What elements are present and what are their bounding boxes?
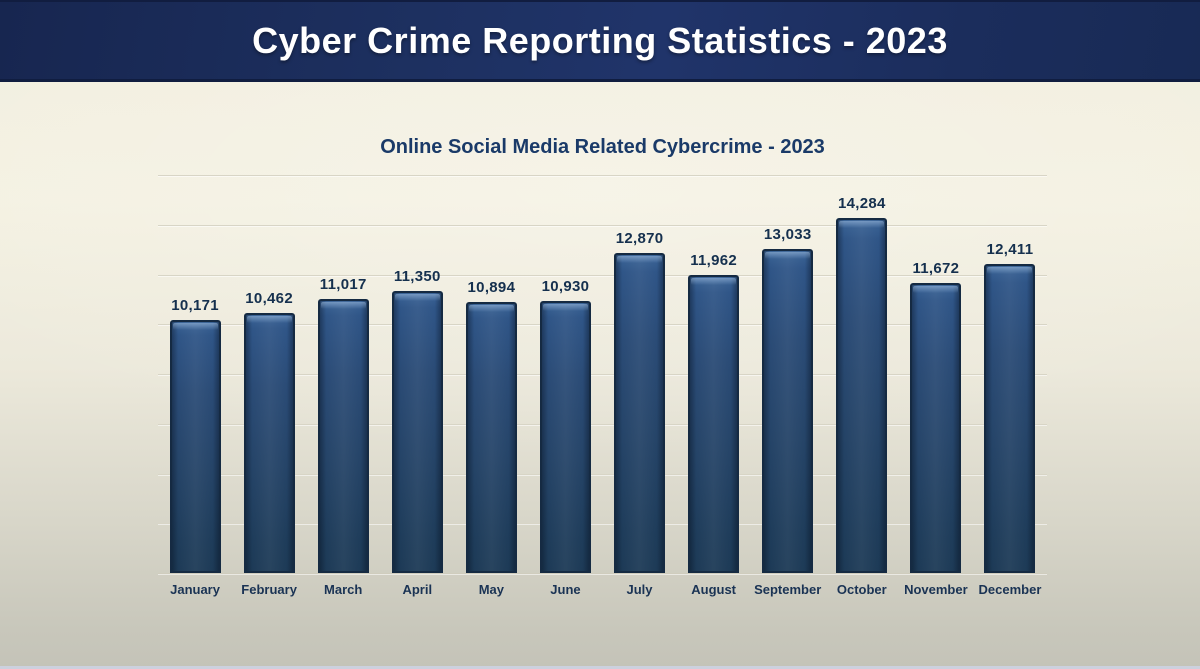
month-label: November [904,582,968,597]
bar-chart-plot: 10,171 January 10,462 February 11,017 March 11… [158,175,1047,597]
month-label: January [170,582,220,597]
bar-value-label: 11,672 [912,260,960,277]
bar-value-label: 10,462 [245,290,293,307]
month-label: December [978,582,1042,597]
bar-value-label: 14,284 [837,195,886,212]
gridline [158,374,1047,375]
gridline [158,423,1047,425]
gridline [158,573,1047,574]
bar-value-label: 11,350 [393,268,441,285]
bar-december [984,264,1036,573]
bar-value-label: 10,894 [467,279,516,296]
bar-february [243,313,295,573]
bar-value-label: 12,870 [615,230,664,247]
bar-august [688,275,740,573]
bar-july [614,253,666,573]
month-label: April [402,582,433,597]
gridline [158,274,1047,276]
bar-march [317,299,369,573]
bar-value-label: 10,930 [541,278,590,295]
month-label: July [626,582,653,597]
bar-september [762,249,814,573]
bar-value-label: 10,171 [171,297,219,314]
month-label: August [691,582,737,597]
month-label: February [241,582,297,597]
bar-october [836,218,888,573]
gridline [158,175,1047,176]
month-label: June [550,582,581,597]
bar-november [910,283,962,573]
page-header: Cyber Crime Reporting Statistics - 2023 [0,0,1200,82]
month-label: March [324,582,363,597]
bar-value-label: 11,017 [319,276,367,293]
gridline [158,324,1047,326]
month-label: October [836,582,887,597]
gridline [158,473,1047,475]
page-title: Cyber Crime Reporting Statistics - 2023 [252,19,948,61]
gridline [158,224,1047,226]
gridline [158,523,1047,525]
bar-april [391,291,443,573]
bar-value-label: 11,962 [690,252,738,269]
bar-january [169,320,221,573]
bar-value-label: 13,033 [763,226,812,243]
chart-title: Online Social Media Related Cybercrime -… [380,136,825,158]
bar-may [465,302,517,573]
month-label: September [754,582,822,597]
month-label: May [478,582,505,597]
bar-value-label: 12,411 [986,241,1034,258]
bar-june [539,301,591,573]
